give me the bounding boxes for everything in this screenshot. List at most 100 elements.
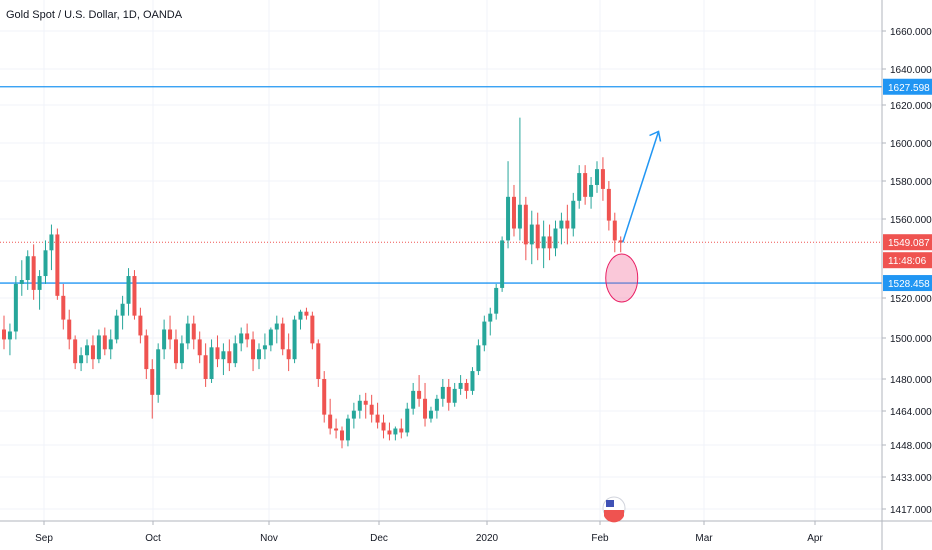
candle-body xyxy=(375,414,380,423)
candle xyxy=(583,165,588,205)
candle-body xyxy=(156,349,161,395)
y-tick-label: 1620.000 xyxy=(890,101,932,112)
candle xyxy=(79,347,84,372)
price-labels: 1627.598 1549.087 11:48:06 1528.458 xyxy=(883,78,932,292)
candle xyxy=(215,335,220,368)
candle-body xyxy=(96,335,101,360)
candle-body xyxy=(209,347,214,379)
candle-body xyxy=(583,173,588,197)
price-label: 1528.458 xyxy=(883,275,932,292)
candle xyxy=(375,402,380,429)
candle xyxy=(245,323,250,348)
candle-body xyxy=(411,390,416,409)
y-tick-label: 1480.000 xyxy=(890,375,932,386)
candle xyxy=(618,236,623,253)
candle-body xyxy=(488,313,493,322)
candle-body xyxy=(286,349,291,360)
candle xyxy=(256,343,261,370)
candle-body xyxy=(405,408,410,433)
candle xyxy=(85,339,90,364)
candle-body xyxy=(245,333,250,340)
candle xyxy=(571,192,576,237)
candle xyxy=(434,394,439,419)
candle xyxy=(274,315,279,344)
candle xyxy=(197,331,202,364)
candles[interactable] xyxy=(2,117,623,449)
candle xyxy=(446,379,451,411)
candle xyxy=(529,210,534,265)
candle-body xyxy=(517,204,522,229)
candle-body xyxy=(511,196,516,229)
candle-body xyxy=(529,224,534,245)
candle-body xyxy=(67,319,72,340)
candle-body xyxy=(102,335,107,350)
candle-body xyxy=(328,414,333,429)
candle xyxy=(470,367,475,395)
candle xyxy=(387,422,392,441)
candle-body xyxy=(559,220,564,229)
price-label-text: 1528.458 xyxy=(888,279,930,290)
candle xyxy=(209,339,214,383)
candle xyxy=(179,335,184,370)
candle xyxy=(73,335,78,370)
candle xyxy=(61,283,66,330)
candle xyxy=(523,196,528,261)
x-tick-label: Feb xyxy=(591,533,609,544)
candle-body xyxy=(417,390,422,399)
candle xyxy=(90,335,95,370)
candle xyxy=(304,307,309,320)
candle xyxy=(2,315,6,350)
candle xyxy=(334,418,339,439)
candle-body xyxy=(173,339,178,364)
candle xyxy=(233,335,238,368)
candle-body xyxy=(351,410,356,419)
horizontal-levels[interactable] xyxy=(0,86,882,284)
candle-body xyxy=(434,398,439,411)
candle xyxy=(595,161,599,193)
candle xyxy=(506,161,511,249)
candle xyxy=(511,184,516,237)
highlight-ellipse xyxy=(605,253,639,303)
candle xyxy=(494,283,499,320)
candle xyxy=(144,329,149,379)
candle xyxy=(464,379,469,399)
candle xyxy=(340,426,345,449)
annotations[interactable] xyxy=(605,130,662,303)
candle-body xyxy=(600,169,605,189)
y-tick-label: 1560.000 xyxy=(890,215,932,226)
candle xyxy=(440,379,445,407)
candle-body xyxy=(37,276,42,290)
candle-body xyxy=(476,345,481,372)
candle-body xyxy=(25,256,30,280)
candle-body xyxy=(357,400,362,411)
candle-body xyxy=(345,418,350,441)
candle-body xyxy=(464,382,469,391)
candle-body xyxy=(79,355,84,364)
candle xyxy=(399,418,404,439)
candle xyxy=(292,315,297,364)
candle-body xyxy=(251,339,256,360)
candle xyxy=(547,224,552,261)
candle-body xyxy=(120,303,125,316)
y-tick-label: 1464.000 xyxy=(890,407,932,418)
y-tick-label: 1660.000 xyxy=(890,27,932,38)
candle-body xyxy=(268,329,273,346)
candle xyxy=(517,117,522,241)
candle-body xyxy=(162,329,167,350)
candle xyxy=(191,315,196,350)
candle-body xyxy=(43,250,48,277)
candle-body xyxy=(322,379,327,415)
candle-body xyxy=(61,295,66,320)
candle-body xyxy=(606,188,611,221)
price-label-bg xyxy=(883,275,932,292)
candle-body xyxy=(565,220,570,229)
candle xyxy=(31,244,36,300)
candle xyxy=(262,333,267,360)
candle-body xyxy=(482,321,487,346)
candle-body xyxy=(381,422,386,431)
x-tick-label: 2020 xyxy=(476,533,499,544)
event-marker[interactable] xyxy=(602,496,626,523)
